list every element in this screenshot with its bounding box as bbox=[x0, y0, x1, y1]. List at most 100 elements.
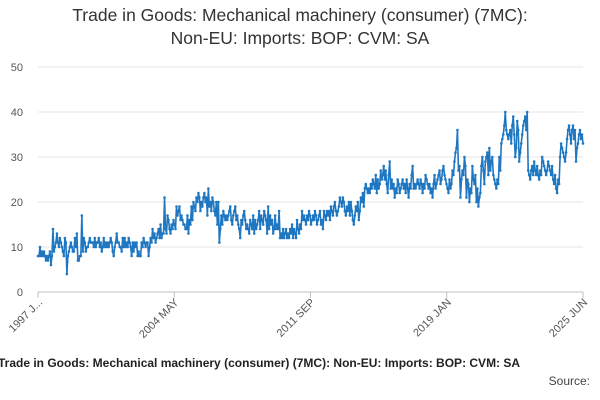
data-point[interactable] bbox=[468, 200, 471, 204]
data-point[interactable] bbox=[310, 218, 314, 222]
data-point[interactable] bbox=[74, 245, 78, 249]
data-point[interactable] bbox=[346, 209, 350, 213]
data-point[interactable] bbox=[373, 187, 377, 190]
data-point[interactable] bbox=[350, 209, 354, 213]
data-point[interactable] bbox=[430, 187, 433, 190]
data-point[interactable] bbox=[242, 209, 246, 213]
data-point[interactable] bbox=[219, 227, 222, 231]
data-point[interactable] bbox=[81, 250, 85, 253]
data-point[interactable] bbox=[91, 241, 95, 244]
data-point[interactable] bbox=[359, 196, 363, 199]
data-point[interactable] bbox=[190, 205, 193, 208]
data-point[interactable] bbox=[423, 187, 426, 190]
data-point[interactable] bbox=[146, 241, 149, 244]
data-point[interactable] bbox=[306, 218, 310, 222]
data-point[interactable] bbox=[487, 173, 490, 177]
data-point[interactable] bbox=[384, 169, 388, 172]
data-point[interactable] bbox=[266, 205, 270, 208]
data-point[interactable] bbox=[201, 205, 204, 208]
data-point[interactable] bbox=[70, 245, 74, 249]
data-point[interactable] bbox=[79, 254, 83, 258]
data-point[interactable] bbox=[253, 218, 257, 222]
data-point[interactable] bbox=[244, 227, 248, 231]
data-point[interactable] bbox=[500, 142, 503, 145]
data-point[interactable] bbox=[181, 218, 184, 222]
data-point[interactable] bbox=[531, 173, 535, 177]
data-point[interactable] bbox=[121, 236, 124, 240]
data-point[interactable] bbox=[221, 223, 224, 226]
data-point[interactable] bbox=[193, 205, 196, 208]
data-point[interactable] bbox=[276, 227, 280, 231]
data-point[interactable] bbox=[278, 236, 282, 240]
data-point[interactable] bbox=[115, 232, 119, 235]
data-point[interactable] bbox=[267, 227, 271, 231]
data-point[interactable] bbox=[552, 182, 556, 186]
data-point[interactable] bbox=[154, 241, 157, 244]
data-point[interactable] bbox=[563, 160, 567, 163]
data-point[interactable] bbox=[104, 241, 108, 244]
data-point[interactable] bbox=[222, 209, 225, 213]
data-point[interactable] bbox=[54, 241, 58, 244]
data-point[interactable] bbox=[212, 200, 215, 204]
data-point[interactable] bbox=[559, 142, 563, 145]
data-point[interactable] bbox=[428, 182, 431, 186]
data-point[interactable] bbox=[268, 214, 272, 217]
data-point[interactable] bbox=[525, 110, 529, 114]
data-point[interactable] bbox=[227, 214, 230, 217]
data-point[interactable] bbox=[123, 236, 126, 240]
data-point[interactable] bbox=[399, 187, 402, 190]
data-point[interactable] bbox=[320, 218, 324, 222]
data-point[interactable] bbox=[254, 227, 258, 231]
data-point[interactable] bbox=[555, 191, 559, 195]
data-point[interactable] bbox=[112, 254, 116, 258]
data-point[interactable] bbox=[326, 214, 330, 217]
data-point[interactable] bbox=[480, 164, 483, 168]
data-point[interactable] bbox=[574, 160, 578, 163]
data-point[interactable] bbox=[511, 115, 515, 118]
data-point[interactable] bbox=[507, 133, 511, 136]
data-point[interactable] bbox=[257, 209, 261, 213]
data-point[interactable] bbox=[406, 187, 409, 190]
data-point[interactable] bbox=[75, 232, 79, 235]
data-point[interactable] bbox=[454, 151, 457, 154]
data-point[interactable] bbox=[418, 187, 421, 190]
data-point[interactable] bbox=[139, 254, 142, 258]
data-point[interactable] bbox=[119, 245, 122, 249]
data-point[interactable] bbox=[228, 205, 232, 208]
data-point[interactable] bbox=[536, 173, 540, 177]
data-point[interactable] bbox=[529, 169, 533, 172]
data-point[interactable] bbox=[203, 191, 206, 195]
data-point[interactable] bbox=[232, 209, 236, 213]
data-point[interactable] bbox=[447, 191, 450, 195]
data-point[interactable] bbox=[547, 164, 551, 168]
data-point[interactable] bbox=[477, 205, 480, 208]
data-point[interactable] bbox=[251, 214, 255, 217]
data-point[interactable] bbox=[271, 232, 275, 235]
data-point[interactable] bbox=[110, 241, 114, 244]
data-point[interactable] bbox=[449, 187, 452, 190]
data-point[interactable] bbox=[135, 241, 138, 244]
data-point[interactable] bbox=[400, 182, 403, 186]
data-point[interactable] bbox=[218, 241, 221, 244]
data-point[interactable] bbox=[379, 169, 383, 172]
data-point[interactable] bbox=[129, 245, 132, 249]
data-point[interactable] bbox=[255, 223, 259, 226]
data-point[interactable] bbox=[111, 250, 115, 253]
data-point[interactable] bbox=[200, 200, 203, 204]
data-point[interactable] bbox=[83, 241, 87, 244]
data-point[interactable] bbox=[202, 196, 205, 199]
data-point[interactable] bbox=[520, 133, 524, 136]
data-point[interactable] bbox=[225, 214, 228, 217]
data-point[interactable] bbox=[332, 205, 336, 208]
data-point[interactable] bbox=[405, 178, 408, 181]
data-point[interactable] bbox=[502, 124, 506, 127]
data-point[interactable] bbox=[265, 232, 269, 235]
data-point[interactable] bbox=[156, 232, 159, 235]
data-point[interactable] bbox=[535, 164, 539, 168]
data-point[interactable] bbox=[170, 223, 173, 226]
data-point[interactable] bbox=[165, 232, 168, 235]
data-point[interactable] bbox=[494, 182, 497, 186]
data-point[interactable] bbox=[140, 241, 143, 244]
data-point[interactable] bbox=[229, 218, 233, 222]
data-point[interactable] bbox=[323, 214, 327, 217]
